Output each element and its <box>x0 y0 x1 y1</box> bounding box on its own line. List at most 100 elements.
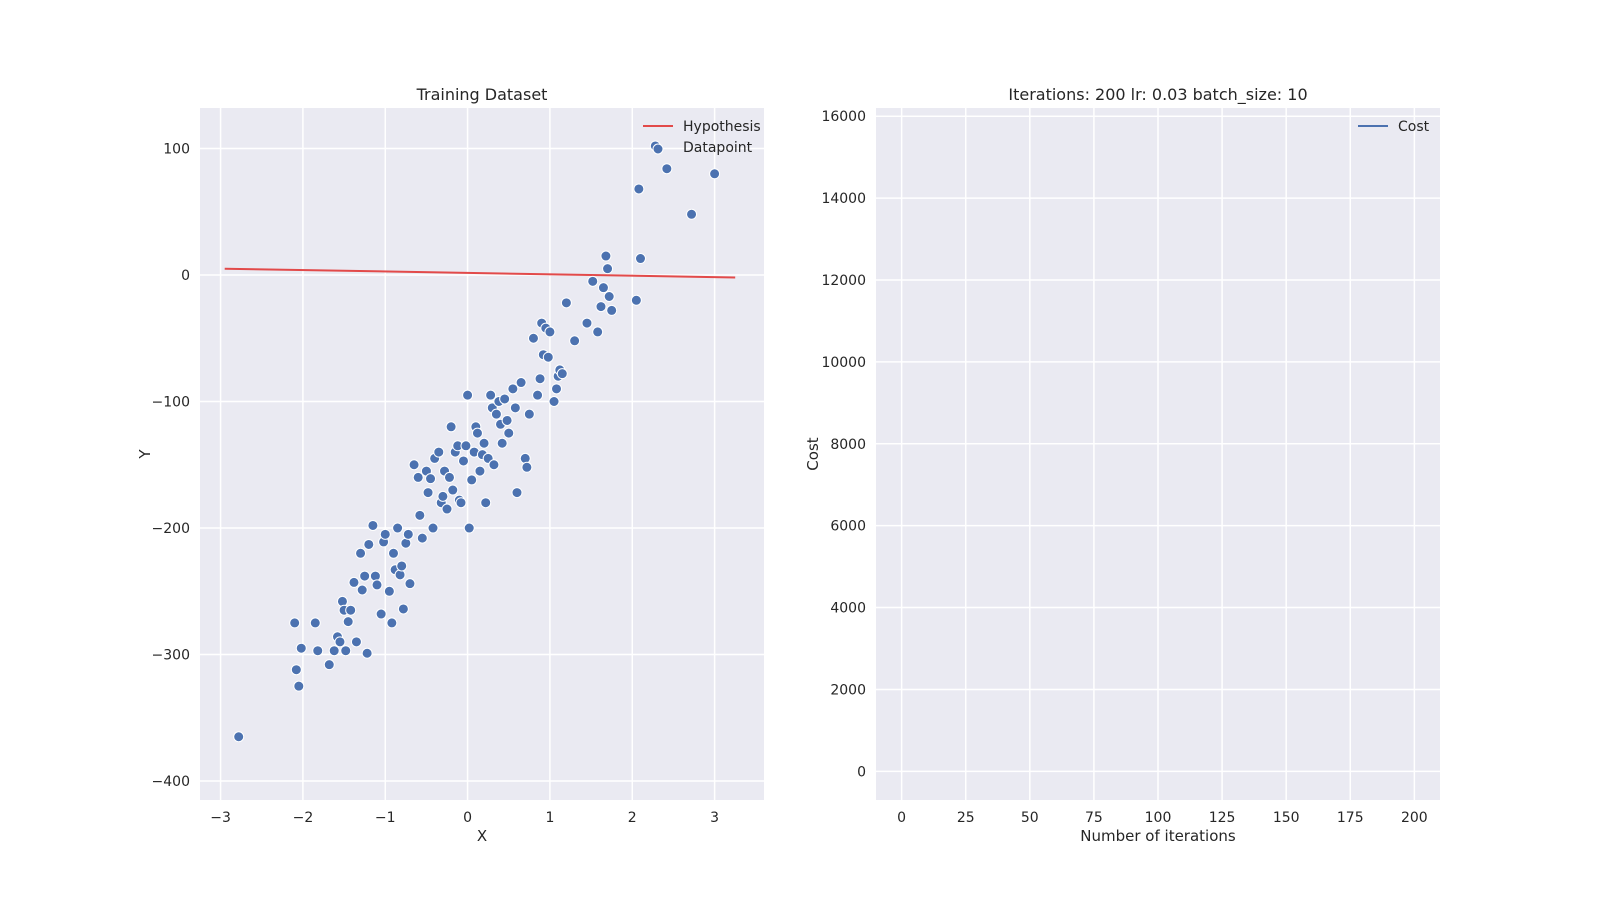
datapoint-marker <box>548 395 560 407</box>
legend: Hypothesis Datapoint <box>643 119 761 156</box>
y-tick-label: 8000 <box>830 437 866 453</box>
y-tick-label: −200 <box>152 521 190 537</box>
datapoint-marker <box>289 617 301 629</box>
x-tick-label: 2 <box>628 810 637 826</box>
datapoint-marker <box>686 208 698 220</box>
x-tick-label: 1 <box>545 810 554 826</box>
gridlines <box>200 108 764 800</box>
datapoint-marker <box>414 509 426 521</box>
datapoint-marker <box>422 487 434 499</box>
y-tick-label: 10000 <box>821 355 866 371</box>
x-tick-labels: −3 −2 −1 0 1 2 3 <box>210 810 719 826</box>
legend: Cost <box>1358 119 1430 135</box>
datapoint-marker <box>606 304 618 316</box>
x-tick-label: 200 <box>1401 810 1428 826</box>
datapoint-marker <box>379 528 391 540</box>
datapoint-marker <box>587 275 599 287</box>
data-marks <box>224 140 736 743</box>
datapoint-marker <box>633 183 645 195</box>
datapoint-marker <box>345 604 357 616</box>
y-tick-label: 4000 <box>830 601 866 617</box>
datapoint-marker <box>394 569 406 581</box>
y-tick-label: −100 <box>152 394 190 410</box>
datapoint-marker <box>455 497 467 509</box>
chart-title: Training Dataset <box>416 85 548 104</box>
x-axis-label: X <box>477 827 487 845</box>
datapoint-marker <box>293 680 305 692</box>
datapoint-marker <box>408 459 420 471</box>
datapoint-marker <box>534 373 546 385</box>
datapoint-marker <box>437 490 449 502</box>
datapoint-marker <box>396 560 408 572</box>
datapoint-marker <box>544 326 556 338</box>
datapoint-marker <box>471 427 483 439</box>
x-tick-label: 3 <box>710 810 719 826</box>
legend-hypothesis-label: Hypothesis <box>683 119 761 135</box>
datapoint-marker <box>507 383 519 395</box>
datapoint-marker <box>441 503 453 515</box>
datapoint-marker <box>375 608 387 620</box>
datapoint-marker <box>369 570 381 582</box>
datapoint-marker <box>445 421 457 433</box>
datapoint-marker <box>387 547 399 559</box>
datapoint-marker <box>661 163 673 175</box>
datapoint-marker <box>336 595 348 607</box>
chart-title: Iterations: 200 lr: 0.03 batch_size: 10 <box>1008 85 1307 105</box>
datapoint-marker <box>527 332 539 344</box>
datapoint-marker <box>597 282 609 294</box>
y-axis-label: Y <box>136 449 154 460</box>
datapoint-marker <box>515 377 527 389</box>
datapoint-marker <box>323 659 335 671</box>
datapoint-marker <box>569 335 581 347</box>
y-tick-labels: 0 2000 4000 6000 8000 10000 12000 14000 16000 <box>821 109 866 780</box>
datapoint-marker <box>392 522 404 534</box>
x-tick-label: −2 <box>293 810 314 826</box>
datapoint-marker <box>592 326 604 338</box>
datapoint-marker <box>602 263 614 275</box>
datapoint-marker <box>511 487 523 499</box>
datapoint-marker <box>433 446 445 458</box>
datapoint-marker <box>595 301 607 313</box>
datapoint-marker <box>356 584 368 596</box>
y-tick-label: 14000 <box>821 191 866 207</box>
datapoint-marker <box>416 532 428 544</box>
datapoint-marker <box>342 616 354 628</box>
datapoint-marker <box>485 389 497 401</box>
x-tick-label: 125 <box>1209 810 1236 826</box>
datapoint-marker <box>348 576 360 588</box>
datapoint-marker <box>412 471 424 483</box>
datapoint-marker <box>447 484 459 496</box>
hypothesis-line <box>224 267 736 279</box>
datapoint-marker <box>480 497 492 509</box>
y-tick-label: −400 <box>152 774 190 790</box>
x-tick-label: 0 <box>463 810 472 826</box>
datapoint-marker <box>350 636 362 648</box>
x-tick-label: −3 <box>210 810 231 826</box>
x-tick-label: 50 <box>1021 810 1039 826</box>
datapoint-marker <box>542 351 554 363</box>
y-tick-label: 16000 <box>821 109 866 125</box>
datapoint-marker <box>404 578 416 590</box>
datapoint-marker <box>603 290 615 302</box>
x-axis-label: Number of iterations <box>1080 827 1236 845</box>
datapoint-marker <box>290 664 302 676</box>
datapoint-marker <box>383 585 395 597</box>
y-axis-label: Cost <box>804 437 822 470</box>
x-tick-label: 175 <box>1337 810 1364 826</box>
datapoint-marker <box>386 617 398 629</box>
datapoint-marker <box>630 294 642 306</box>
datapoint-marker <box>581 317 593 329</box>
datapoint-marker <box>334 636 346 648</box>
datapoint-marker <box>371 579 383 591</box>
x-tick-labels: 0 25 50 75 100 125 150 175 200 <box>897 810 1428 826</box>
legend-datapoint-label: Datapoint <box>683 140 753 156</box>
datapoint-marker <box>709 168 721 180</box>
datapoint-marker <box>474 465 486 477</box>
y-tick-label: 100 <box>163 141 190 157</box>
y-tick-label: 2000 <box>830 682 866 698</box>
datapoint-marker <box>521 461 533 473</box>
datapoint-marker <box>460 440 472 452</box>
legend-cost-label: Cost <box>1398 119 1430 135</box>
datapoint-marker <box>462 389 474 401</box>
